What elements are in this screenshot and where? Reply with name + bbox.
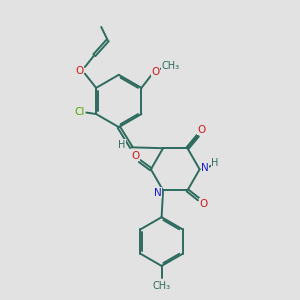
- Text: N: N: [201, 163, 209, 173]
- Text: CH₃: CH₃: [161, 61, 179, 71]
- Text: O: O: [199, 199, 207, 209]
- Text: N: N: [154, 188, 162, 198]
- Text: H: H: [212, 158, 219, 168]
- Text: O: O: [75, 66, 84, 76]
- Text: O: O: [131, 151, 140, 160]
- Text: Cl: Cl: [74, 107, 84, 117]
- Text: O: O: [197, 125, 206, 135]
- Text: O: O: [151, 67, 160, 76]
- Text: CH₃: CH₃: [152, 281, 171, 291]
- Text: H: H: [118, 140, 125, 150]
